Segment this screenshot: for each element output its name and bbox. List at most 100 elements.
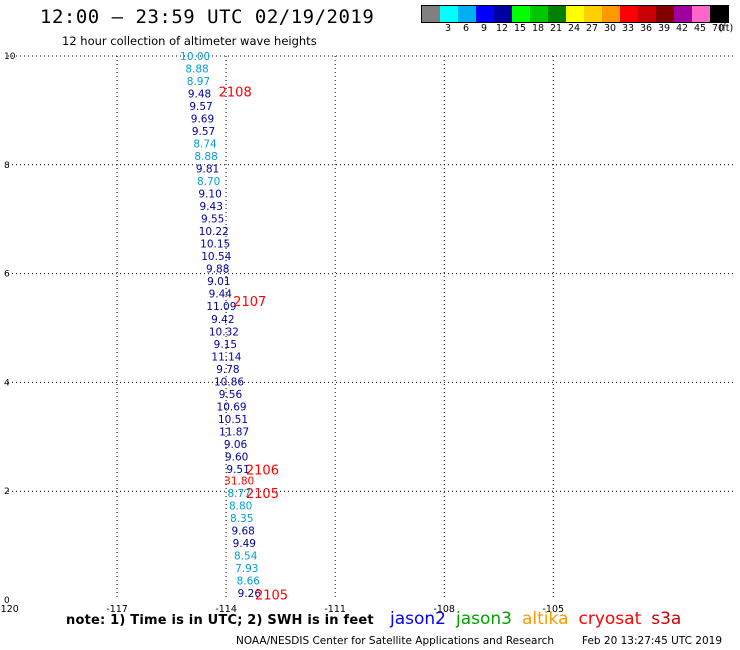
y-tick-label: 0 (4, 596, 10, 606)
legend-swatch (494, 6, 512, 22)
y-tick-label: 6 (4, 270, 10, 280)
wave-height-value: 9.51 (226, 464, 249, 476)
legend-label: 24 (567, 23, 581, 34)
pass-time-label: 2105 (255, 589, 288, 604)
wave-height-value: 9.60 (225, 451, 248, 463)
axis-ticks: -120 -117 -114 -111 -108 -105 0 2 4 6 8 10 (0, 52, 564, 615)
legend-swatch (458, 6, 476, 22)
x-tick-label: -111 (324, 604, 346, 615)
wave-height-value: 9.55 (201, 214, 224, 226)
wave-height-value: 9.69 (191, 114, 214, 126)
pass-time-label: 2107 (233, 295, 266, 310)
y-tick-label: 8 (4, 161, 10, 171)
wave-height-value: 8.74 (193, 139, 217, 151)
legend-swatch (656, 6, 674, 22)
y-tick-label: 10 (4, 52, 16, 62)
wave-height-value: 10.54 (201, 251, 231, 263)
wave-height-value: 9.10 (198, 189, 221, 201)
wave-height-value: 10.51 (218, 414, 248, 426)
legend-label: 27 (585, 23, 599, 34)
legend-swatch (566, 6, 584, 22)
wave-height-value: 11.87 (219, 426, 249, 438)
legend-label: 15 (513, 23, 527, 34)
wave-height-value: 10.69 (217, 401, 247, 413)
legend-swatch (710, 6, 728, 22)
units-note: note: 1) Time is in UTC; 2) SWH is in fe… (66, 613, 374, 628)
legend-label: 33 (621, 23, 635, 34)
legend-unit: (ft) (718, 23, 734, 34)
wave-height-value: 31.80 (224, 475, 254, 487)
wave-height-value: 9.44 (209, 289, 233, 301)
wave-height-value: 8.54 (234, 550, 258, 562)
y-tick-label: 2 (4, 487, 10, 497)
legend-label: 30 (603, 23, 617, 34)
footer-timestamp: Feb 20 13:27:45 UTC 2019 (582, 635, 722, 647)
wave-height-value: 9.56 (219, 389, 243, 401)
chart-subtitle: 12 hour collection of altimeter wave hei… (62, 34, 317, 48)
legend-label: 6 (462, 23, 470, 34)
wave-height-value: 10.00 (180, 51, 210, 63)
wave-height-value: 11.14 (211, 351, 241, 363)
legend-label: 39 (657, 23, 671, 34)
legend-swatch (530, 6, 548, 22)
legend-swatch (602, 6, 620, 22)
mission-altika: altika (522, 609, 569, 629)
wave-height-value: 9.78 (216, 364, 239, 376)
wave-height-value: 8.88 (194, 151, 217, 163)
grid-lines (8, 55, 735, 600)
legend-swatch (422, 6, 440, 22)
x-tick-label: -108 (433, 604, 455, 615)
wave-height-value: 9.15 (214, 339, 237, 351)
wave-height-value: 9.88 (206, 264, 229, 276)
y-tick-label: 4 (4, 378, 10, 388)
legend-label: 18 (531, 23, 545, 34)
x-tick-label: -117 (106, 604, 128, 615)
legend-swatch (440, 6, 458, 22)
pass-time-label: 2105 (246, 487, 279, 502)
legend-label: 42 (675, 23, 689, 34)
wave-height-value: 10.22 (199, 226, 229, 238)
legend-swatch (638, 6, 656, 22)
time-labels: 2108 2107 2106 2105 2105 (219, 85, 288, 603)
mission-jason3: jason3 (456, 609, 512, 629)
legend-swatch (620, 6, 638, 22)
wave-height-value: 8.88 (185, 64, 208, 76)
wave-height-value: 9.06 (224, 439, 248, 451)
wave-height-value: 8.80 (229, 500, 252, 512)
wave-height-value: 9.48 (188, 89, 211, 101)
legend-label: 45 (693, 23, 707, 34)
wave-height-value: 9.57 (192, 126, 215, 138)
wave-height-value: 9.26 (238, 588, 262, 600)
wave-height-value: 9.68 (231, 525, 254, 537)
x-tick-label: -120 (0, 604, 19, 615)
legend-swatch (548, 6, 566, 22)
wave-height-value: 10.86 (214, 376, 244, 388)
wave-height-value: 8.77 (227, 488, 250, 500)
mission-legend: jason2 jason3 altika cryosat s3a (390, 609, 691, 629)
pass-time-label: 2108 (219, 85, 252, 100)
legend-swatch (674, 6, 692, 22)
wave-height-value: 8.66 (237, 575, 261, 587)
legend-swatch (584, 6, 602, 22)
wave-height-value: 11.09 (206, 301, 236, 313)
wave-height-value: 8.97 (187, 76, 210, 88)
wave-height-points: 10.008.888.979.489.579.699.578.748.889.8… (180, 51, 261, 600)
mission-s3a: s3a (651, 609, 682, 629)
wave-height-value: 9.57 (189, 101, 212, 113)
wave-height-value: 9.01 (207, 276, 230, 288)
wave-height-value: 10.32 (209, 326, 239, 338)
legend-label: 12 (495, 23, 509, 34)
wave-height-value: 8.35 (230, 513, 253, 525)
wave-height-value: 10.15 (200, 239, 230, 251)
wave-height-value: 8.70 (197, 176, 220, 188)
wave-height-value: 9.43 (200, 201, 223, 213)
mission-cryosat: cryosat (578, 609, 642, 629)
legend-label: 70 (711, 23, 725, 34)
pass-time-label: 2106 (246, 463, 279, 478)
wave-height-value: 9.81 (196, 164, 219, 176)
legend-label: 9 (480, 23, 488, 34)
legend-label: 36 (639, 23, 653, 34)
chart-title: 12:00 – 23:59 UTC 02/19/2019 (40, 6, 375, 28)
wave-height-value: 7.93 (235, 563, 258, 575)
